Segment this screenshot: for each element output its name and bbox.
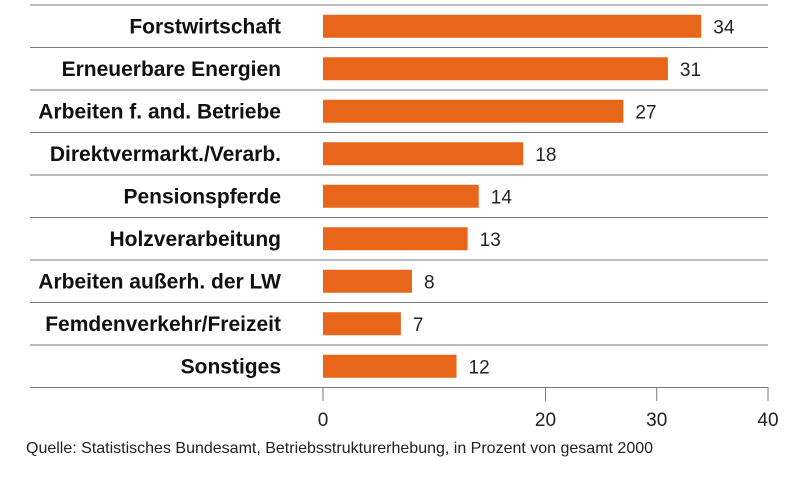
value-label: 27 [635,102,656,123]
value-label: 13 [480,230,501,251]
bar [323,184,479,208]
x-tick-label: 40 [757,410,778,431]
value-label: 8 [424,272,435,293]
value-label: 34 [713,17,735,38]
x-tick-label: 30 [646,410,667,431]
x-tick-label: 20 [535,410,556,431]
x-tick-label: 0 [318,410,329,431]
category-label: Arbeiten außerh. der LW [38,270,281,293]
category-label: Pensionspferde [123,185,281,208]
value-label: 14 [491,187,513,208]
bar [323,227,468,251]
category-label: Arbeiten f. and. Betriebe [38,100,281,123]
category-label: Femdenverkehr/Freizeit [45,313,281,336]
category-label: Direktvermarkt./Verarb. [50,143,281,166]
bar [323,99,624,123]
bar [323,269,412,293]
category-label: Holzverarbeitung [109,228,281,251]
bar [323,142,524,166]
bar [323,57,668,81]
category-label: Sonstiges [181,355,281,378]
category-label: Forstwirtschaft [129,15,281,38]
category-label: Erneuerbare Energien [62,58,281,81]
bar [323,14,702,38]
source-note: Quelle: Statistisches Bundesamt, Betrieb… [26,440,654,457]
value-label: 31 [680,60,701,81]
value-label: 18 [535,145,556,166]
value-label: 7 [413,315,424,336]
bar [323,312,401,336]
bar [323,354,457,378]
value-label: 12 [469,357,490,378]
